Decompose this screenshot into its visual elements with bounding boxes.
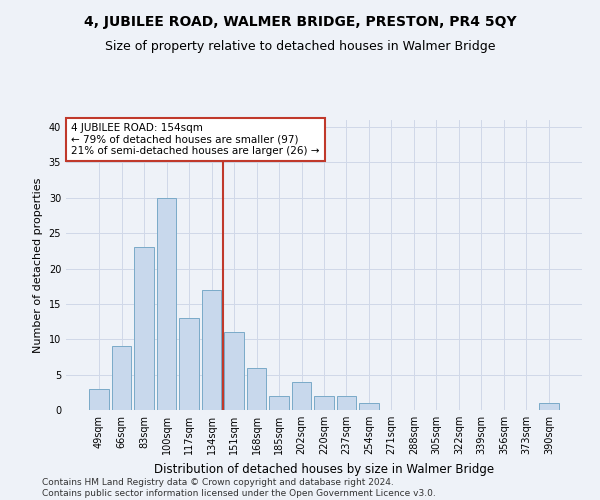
Bar	[134, 248, 154, 410]
Bar	[202, 290, 221, 410]
Y-axis label: Number of detached properties: Number of detached properties	[33, 178, 43, 352]
Text: Contains HM Land Registry data © Crown copyright and database right 2024.
Contai: Contains HM Land Registry data © Crown c…	[42, 478, 436, 498]
Bar	[179, 318, 199, 410]
Bar	[157, 198, 176, 410]
Bar	[359, 403, 379, 410]
Bar	[89, 389, 109, 410]
Text: 4, JUBILEE ROAD, WALMER BRIDGE, PRESTON, PR4 5QY: 4, JUBILEE ROAD, WALMER BRIDGE, PRESTON,…	[83, 15, 517, 29]
Bar	[539, 403, 559, 410]
X-axis label: Distribution of detached houses by size in Walmer Bridge: Distribution of detached houses by size …	[154, 462, 494, 475]
Text: Size of property relative to detached houses in Walmer Bridge: Size of property relative to detached ho…	[105, 40, 495, 53]
Bar	[314, 396, 334, 410]
Bar	[112, 346, 131, 410]
Bar	[247, 368, 266, 410]
Bar	[292, 382, 311, 410]
Text: 4 JUBILEE ROAD: 154sqm
← 79% of detached houses are smaller (97)
21% of semi-det: 4 JUBILEE ROAD: 154sqm ← 79% of detached…	[71, 123, 320, 156]
Bar	[337, 396, 356, 410]
Bar	[224, 332, 244, 410]
Bar	[269, 396, 289, 410]
